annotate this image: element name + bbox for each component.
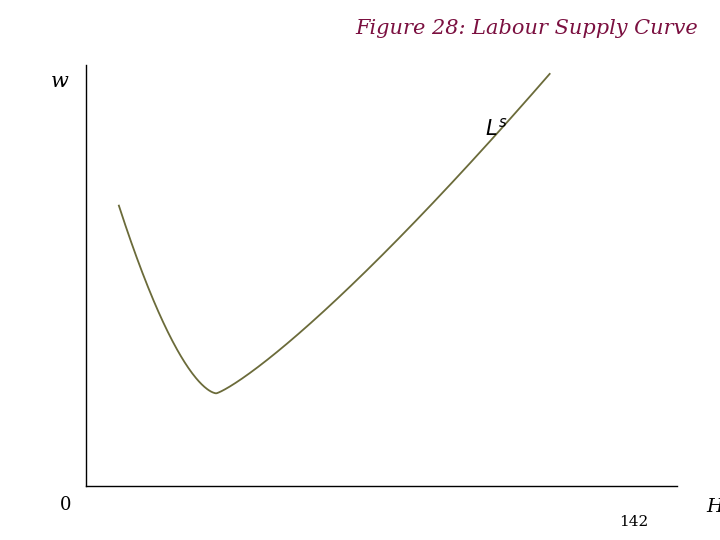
Text: Figure 28: Labour Supply Curve: Figure 28: Labour Supply Curve [356, 19, 698, 38]
Text: H = (T-L): H = (T-L) [706, 498, 720, 516]
Text: 142: 142 [619, 515, 648, 529]
Text: 0: 0 [60, 496, 71, 514]
Text: $L^s$: $L^s$ [485, 118, 508, 140]
Text: w: w [51, 72, 69, 91]
